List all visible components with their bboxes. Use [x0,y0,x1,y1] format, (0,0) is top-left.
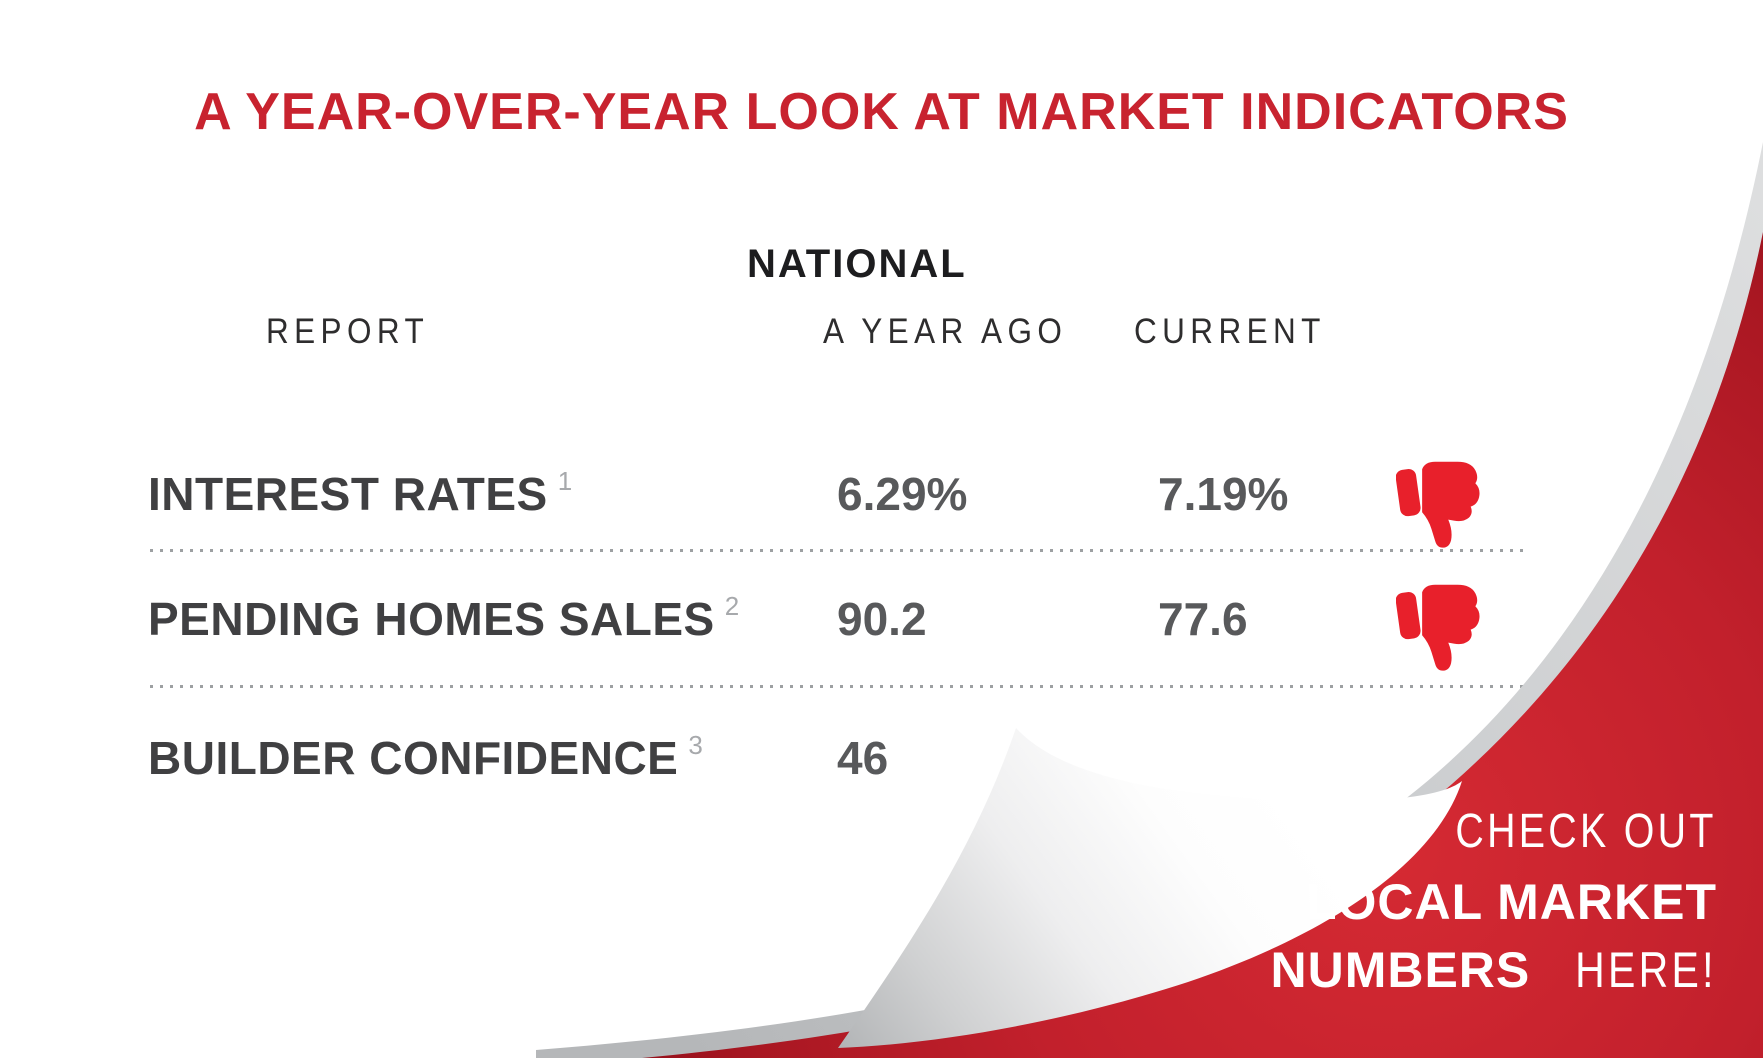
value-year-ago: 90.2 [837,593,927,645]
cta-line2: LOCAL MARKET [1305,874,1717,930]
cta-line1: CHECK OUT [1455,805,1717,858]
column-header-current: CURRENT [1134,312,1326,351]
row-divider [150,549,1526,552]
footnote-marker: 3 [688,729,704,760]
value-current: 77.6 [1158,593,1248,645]
row-label: BUILDER CONFIDENCE 3 [148,729,704,784]
value-year-ago: 6.29% [837,468,968,520]
footnote-marker: 1 [557,465,573,496]
row-divider [150,685,1526,688]
row-label: PENDING HOMES SALES 2 [148,590,740,645]
section-heading-national: NATIONAL [747,242,967,286]
value-current: 7.19% [1158,468,1289,520]
column-header-report: REPORT [266,312,430,351]
row-label: INTEREST RATES 1 [148,465,573,520]
page-title: A YEAR-OVER-YEAR LOOK AT MARKET INDICATO… [194,83,1569,141]
value-year-ago: 46 [837,732,889,784]
cta-line3: NUMBERS HERE! [1270,942,1717,998]
footnote-marker: 2 [724,590,740,621]
local-market-cta[interactable]: CHECK OUT LOCAL MARKET NUMBERS HERE! [1270,804,1717,999]
thumbs-down-icon [1396,461,1480,548]
column-header-year-ago: A YEAR AGO [823,312,1068,351]
thumbs-down-icon [1396,584,1480,671]
